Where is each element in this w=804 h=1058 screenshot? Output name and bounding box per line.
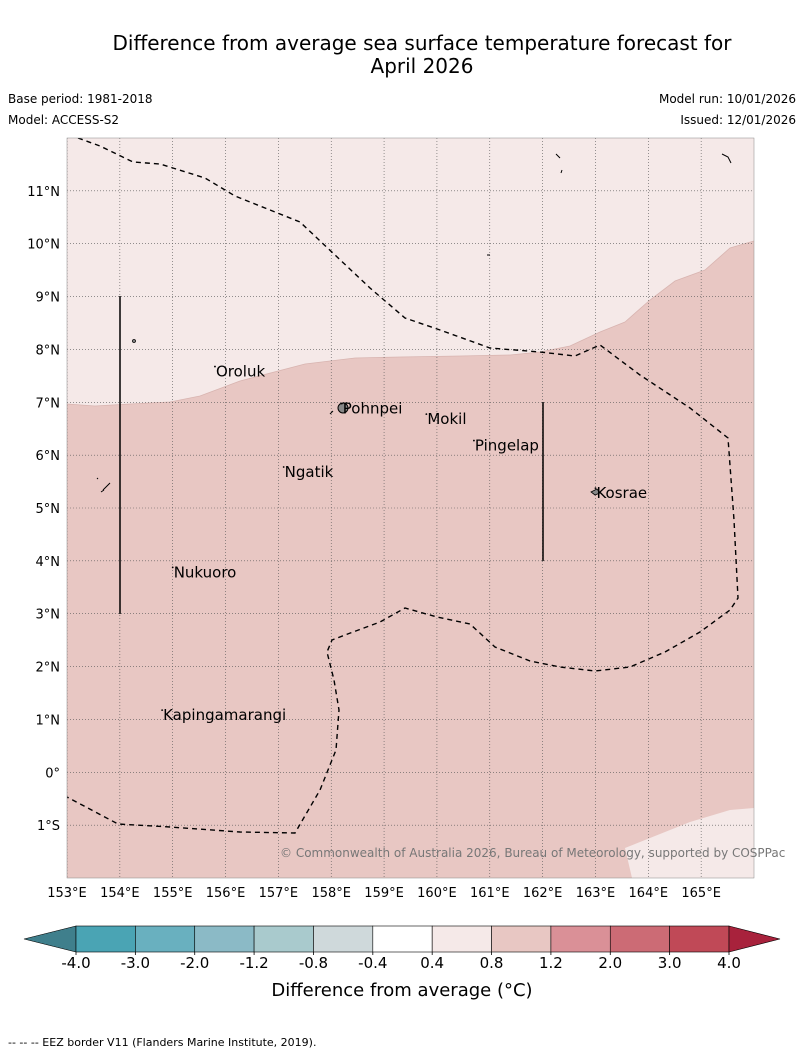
colorbar-segment [669,925,730,953]
place-label: Ngatik [285,463,334,481]
place-labels: Oroluk Pohnpei Mokil Pingelap Ngatik Kosrae Nu… [161,363,647,724]
place-label: Oroluk [216,363,265,381]
place-label: Nukuoro [174,563,237,581]
lat-tick-label: 5°N [36,502,61,517]
map-title: Difference from average sea surface temp… [0,32,804,78]
lat-tick-label: 6°N [36,449,61,464]
lon-tick-label: 156°E [206,886,246,901]
colorbar-tick-label: -2.0 [180,954,209,972]
place-marker [473,439,475,442]
lat-tick-label: 7°N [36,396,61,411]
model-name: Model: ACCESS-S2 [8,113,120,127]
place-marker [282,466,285,468]
colorbar-min-extension [23,925,77,953]
place-label: Kapingamarangi [163,706,286,724]
place-label: Pohnpei [343,400,403,418]
colorbar-segment [609,925,670,953]
lon-tick-label: 165°E [681,886,721,901]
kosrae-island [590,488,601,496]
latitude-labels: 11°N 10°N 9°N 8°N 7°N 6°N 5°N 4°N 3°N 2°N 1°N 0° 1°S [27,185,60,834]
colorbar-tick-label: -1.2 [239,954,268,972]
lon-tick-label: 162°E [523,886,563,901]
colorbar-tick-label: 2.0 [598,954,622,972]
lon-tick-label: 160°E [417,886,457,901]
colorbar-max-extension [728,925,781,953]
title-line-2: April 2026 [370,54,474,78]
colorbar-tick-label: -0.4 [358,954,387,972]
lon-tick-label: 154°E [100,886,140,901]
colorbar-tick-label: 0.8 [480,954,504,972]
colorbar-tick-label: 0.4 [420,954,444,972]
colorbar-tick-label: 1.2 [539,954,563,972]
place-marker [594,487,597,490]
lon-tick-label: 155°E [153,886,193,901]
colorbar-tick-label: -3.0 [121,954,150,972]
colorbar-segment [372,925,433,953]
lat-tick-label: 1°N [36,713,61,728]
place-marker [340,402,343,405]
lon-tick-label: 163°E [576,886,616,901]
colorbar-segment [135,925,196,953]
place-label: Kosrae [596,484,647,502]
lat-tick-label: 8°N [36,343,61,358]
lat-tick-label: 10°N [27,238,60,253]
place-label: Mokil [427,410,466,428]
lon-tick-label: 158°E [311,886,351,901]
anomaly-band-southeast [625,808,754,878]
colorbar-title: Difference from average (°C) [271,980,533,1001]
base-period: Base period: 1981-2018 [8,92,153,106]
colorbar-segment [491,925,552,953]
copyright-notice: © Commonwealth of Australia 2026, Bureau… [280,846,785,860]
colorbar-tick-label: 4.0 [717,954,741,972]
island-dot [132,339,136,343]
colorbar-segment [313,925,374,953]
colorbar-tick-label: -4.0 [61,954,90,972]
lat-tick-label: 2°N [36,661,61,676]
atoll-marks [555,153,732,174]
colorbar-tick-label: 3.0 [658,954,682,972]
place-marker [214,365,216,368]
pohnpei-island [337,402,349,414]
colorbar-tick-label: -0.8 [299,954,328,972]
longitude-labels: 153°E 154°E 155°E 156°E 157°E 158°E 159°E 160°E… [47,886,721,901]
lon-tick-label: 157°E [259,886,299,901]
lat-tick-label: 3°N [36,608,61,623]
colorbar-segment [550,925,611,953]
lat-tick-label: 4°N [36,555,61,570]
place-marker [161,709,164,712]
atoll-marks-2 [96,254,490,493]
lat-tick-label: 11°N [27,185,60,200]
place-marker [425,413,428,416]
lat-tick-label: 0° [45,766,60,781]
lat-tick-label: 9°N [36,291,61,306]
place-label: Pingelap [475,437,539,455]
sst-map: 11°N 10°N 9°N 8°N 7°N 6°N 5°N 4°N 3°N 2°N 1°N 0° 1°S… [23,137,785,972]
lat-tick-label: 1°S [37,819,60,834]
lon-tick-label: 153°E [47,886,87,901]
issued-date: Issued: 12/01/2026 [680,113,796,127]
colorbar: -4.0 -3.0 -2.0 -1.2 -0.8 -0.4 0.4 0.8 1.2 2.0 3.0 4… [23,925,781,972]
colorbar-segment [253,925,314,953]
colorbar-segment [431,925,492,953]
colorbar-segment [194,925,255,953]
title-line-1: Difference from average sea surface temp… [112,31,732,55]
eez-border [67,138,739,834]
eez-caption: -- -- -- EEZ border V11 (Flanders Marine… [8,1036,317,1049]
colorbar-segment [75,925,136,953]
lon-tick-label: 161°E [470,886,510,901]
anomaly-band-north [67,138,754,406]
lon-tick-label: 164°E [629,886,669,901]
lon-tick-label: 159°E [364,886,404,901]
model-run: Model run: 10/01/2026 [658,92,796,106]
place-marker [171,566,174,569]
